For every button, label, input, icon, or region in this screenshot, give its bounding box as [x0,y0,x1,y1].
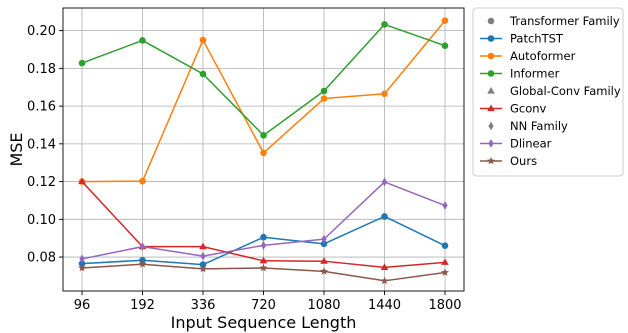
axis-ticks: 96 192 336 720 1080 1440 1800 0.08 0.10 0.12 0.14 0… [27,24,462,313]
data-point [199,36,207,44]
data-point [79,254,85,264]
data-point [381,177,388,187]
data-point [139,177,146,185]
data-point [381,90,388,98]
data-point [199,70,207,78]
data-point [260,233,267,241]
legend-item: NN Family [488,119,568,133]
data-point [139,37,146,44]
legend-item: Transformer Family [487,14,620,28]
data-point [259,256,268,264]
series-autoformer [78,17,449,185]
data-point [441,242,449,250]
y-tick-label: 0.14 [27,137,56,152]
data-point [441,17,449,24]
legend-label: NN Family [510,119,568,133]
series-layer [78,17,449,285]
data-point [78,59,86,67]
data-point [139,242,146,252]
legend-marker [487,87,495,94]
legend-label: Dlinear [510,137,552,151]
data-point [138,260,147,268]
data-point [320,267,328,275]
legend-frame [472,7,624,177]
legend-label: Autoformer [510,49,576,63]
legend-marker [487,52,495,60]
data-point [320,87,328,95]
legend-item: Dlinear [480,137,552,151]
data-point [78,177,86,185]
data-point [320,257,328,264]
legend-marker [487,17,495,25]
legend-marker [487,35,495,42]
data-point [441,258,449,265]
series-informer [78,21,449,139]
x-tick-label: 192 [130,298,155,313]
legend-label: PatchTST [510,32,564,46]
y-axis-title: MSE [7,132,26,166]
legend-marker [487,104,495,112]
legend-item: Global-Conv Family [487,84,621,98]
legend-marker [488,139,494,148]
data-point [78,260,86,267]
legend-marker [487,156,495,165]
legend-label: Ours [510,154,537,168]
legend-item: Autoformer [480,49,576,63]
legend-label: Transformer Family [509,14,620,28]
data-point [320,240,328,248]
x-tick-label: 1800 [428,298,461,313]
y-tick-label: 0.16 [27,100,56,115]
data-point [199,264,207,273]
data-point [199,261,207,268]
data-point [320,95,328,102]
data-point [442,201,448,210]
x-tick-label: 1440 [368,298,401,313]
legend-item: Informer [480,67,560,81]
data-point [260,149,267,157]
grid-lines [63,8,464,291]
y-tick-label: 0.12 [27,175,56,190]
data-point [381,21,388,28]
series-dlinear [79,177,448,264]
data-point [441,268,449,276]
legend: Transformer Family PatchTST Autoformer Info… [472,7,624,177]
data-point [381,213,388,220]
y-tick-label: 0.20 [27,24,56,39]
legend-item: Ours [480,154,537,168]
data-point [200,251,206,261]
y-tick-label: 0.08 [27,251,56,266]
x-axis-title: Input Sequence Length [171,313,357,332]
legend-label: Global-Conv Family [510,84,621,98]
y-tick-label: 0.10 [27,213,56,228]
data-point [259,263,268,272]
legend-marker [487,70,495,77]
legend-item: PatchTST [480,32,564,46]
x-tick-label: 1080 [307,298,340,313]
x-tick-label: 720 [251,298,276,313]
legend-label: Gconv [510,102,547,116]
data-point [260,132,267,139]
series-ours [78,260,449,285]
x-tick-label: 96 [74,298,91,313]
y-tick-label: 0.18 [27,62,56,77]
x-tick-label: 336 [191,298,216,313]
data-point [199,242,207,250]
legend-item: Gconv [480,102,547,116]
legend-label: Informer [510,67,560,81]
legend-marker [488,121,494,131]
data-point [441,42,449,50]
data-point [380,276,389,285]
data-point [78,263,86,272]
data-point [260,240,267,250]
data-point [380,263,389,271]
data-point [321,234,327,244]
